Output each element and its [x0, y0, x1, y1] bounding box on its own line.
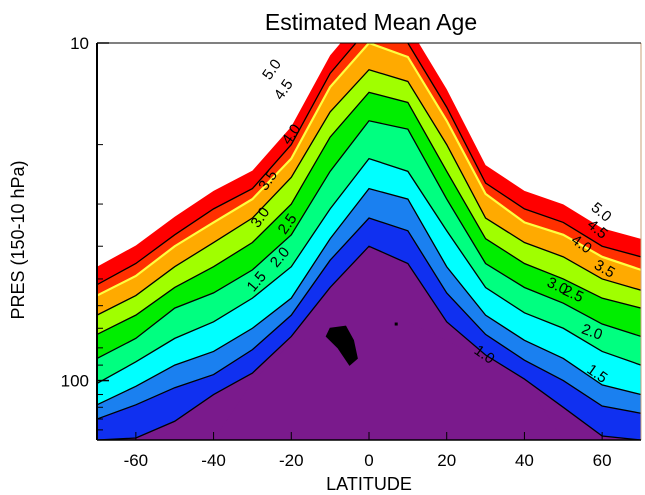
- highlight-contour-line: [97, 43, 641, 297]
- contour-line-4: [97, 68, 641, 316]
- x-tick-label: -60: [124, 451, 149, 470]
- x-tick-label: 40: [515, 451, 534, 470]
- y-axis-label: PRES (150-10 hPa): [8, 160, 28, 319]
- contour-line-1: [97, 245, 641, 440]
- x-tick-label: -40: [201, 451, 226, 470]
- contour-line-2.5: [97, 157, 641, 385]
- contour-line-5: [97, 43, 641, 286]
- chart-title: Estimated Mean Age: [265, 9, 477, 35]
- contour-line-1.5: [97, 217, 641, 420]
- y-axis: 10 100: [61, 34, 109, 431]
- plot-area: 5.04.54.03.53.0 2.52.01.51.05.04.54.03.53…: [97, 43, 641, 440]
- contour-label: 2.0: [579, 321, 604, 344]
- contour-line-3.5: [97, 91, 641, 336]
- no-data-region: [97, 43, 641, 267]
- y-tick-label: 100: [61, 372, 89, 391]
- x-axis: -60 -40 -20 0 20 40 60: [124, 432, 612, 470]
- contour-line-3: [97, 120, 641, 360]
- x-tick-label: 0: [364, 451, 373, 470]
- inner-contour-dot: [394, 322, 398, 326]
- inner-contour-feature: [325, 325, 358, 366]
- x-tick-label: 60: [593, 451, 612, 470]
- x-axis-label: LATITUDE: [326, 474, 412, 494]
- x-tick-label: 20: [437, 451, 456, 470]
- y-tick-label: 10: [70, 34, 89, 53]
- contour-line-2: [97, 187, 641, 406]
- x-tick-label: -20: [279, 451, 304, 470]
